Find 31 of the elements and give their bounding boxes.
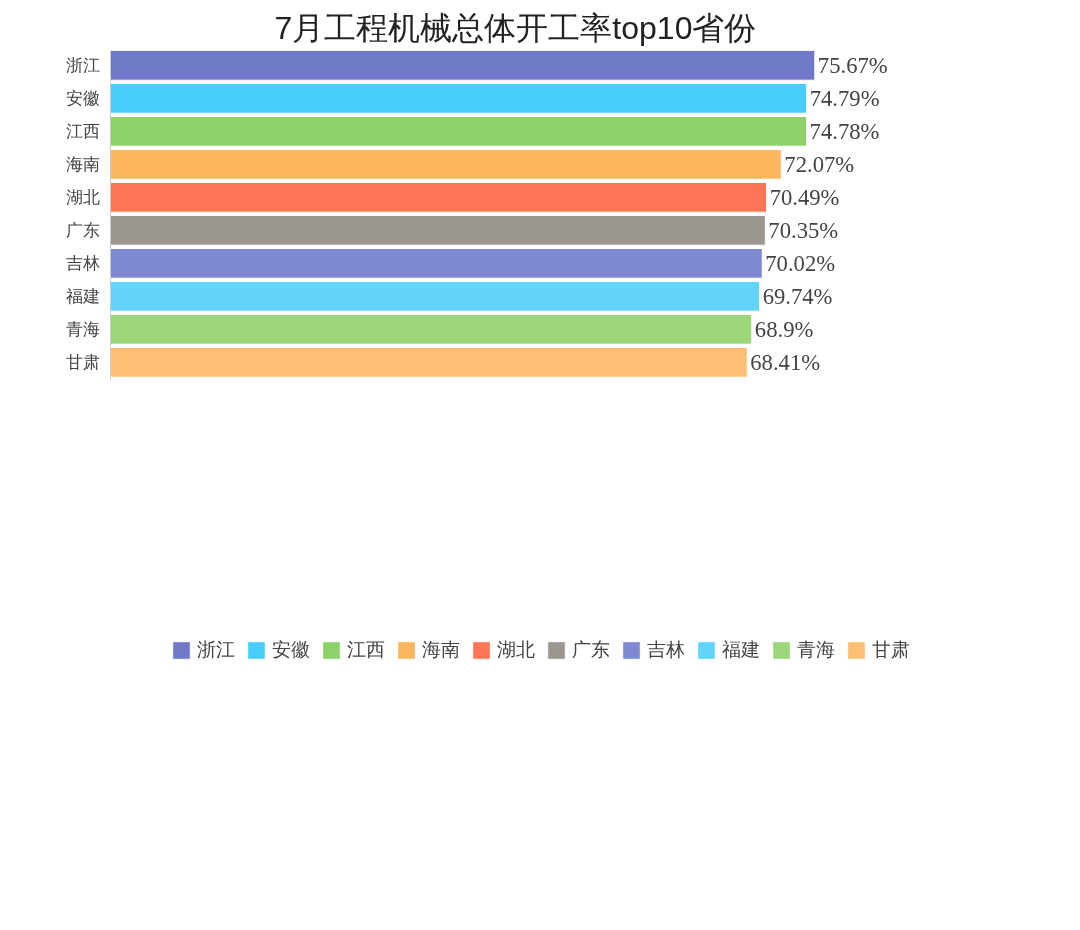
y-tick-label: 湖北 <box>65 187 100 208</box>
data-label: 74.78% <box>809 118 880 144</box>
data-label: 70.49% <box>769 184 840 210</box>
data-label: 69.74% <box>762 283 833 309</box>
y-tick-label: 海南 <box>65 154 100 175</box>
data-label: 70.35% <box>768 217 839 243</box>
y-tick-label: 甘肃 <box>65 352 100 373</box>
legend-label: 福建 <box>722 638 760 662</box>
data-label: 68.9% <box>754 316 814 342</box>
legend-label: 江西 <box>347 638 385 662</box>
legend-label: 吉林 <box>647 638 685 662</box>
y-tick-label: 安徽 <box>65 88 100 109</box>
y-tick-label: 吉林 <box>65 253 100 274</box>
chart-title: 7月工程机械总体开工率top10省份 <box>274 9 757 46</box>
y-tick-label: 江西 <box>65 121 100 142</box>
legend-label: 青海 <box>797 638 835 662</box>
legend-label: 浙江 <box>197 638 235 662</box>
legend-label: 海南 <box>422 638 460 662</box>
data-label: 74.79% <box>809 85 880 111</box>
legend-label: 安徽 <box>272 638 310 662</box>
legend-label: 广东 <box>572 638 610 662</box>
y-tick-label: 青海 <box>65 319 100 340</box>
legend-label: 湖北 <box>497 638 535 662</box>
y-tick-label: 广东 <box>65 220 100 241</box>
data-label: 68.41% <box>750 349 821 375</box>
data-label: 70.02% <box>765 250 836 276</box>
legend-label: 甘肃 <box>872 638 910 662</box>
data-label: 72.07% <box>784 151 855 177</box>
y-tick-label: 福建 <box>65 286 100 307</box>
y-tick-label: 浙江 <box>65 55 100 76</box>
data-label: 75.67% <box>817 52 888 78</box>
